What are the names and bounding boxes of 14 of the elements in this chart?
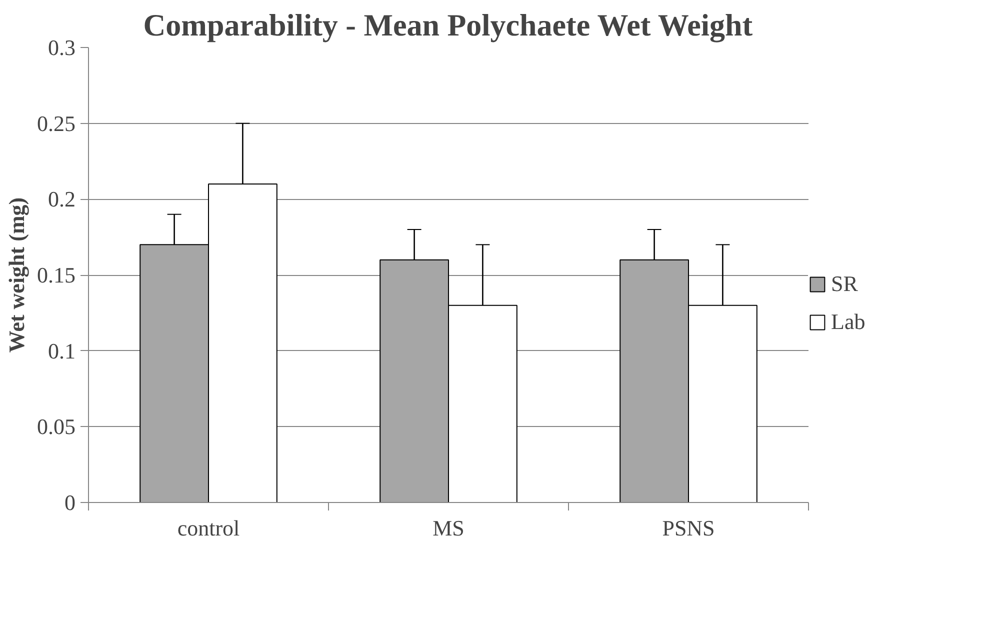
y-tick-label: 0.25 [37,110,76,136]
y-tick-label: 0 [64,490,76,515]
y-tick-label: 0.2 [48,186,76,212]
legend-label: SR [831,271,858,297]
y-tick-label: 0.1 [48,338,76,364]
x-tick-label: PSNS [662,516,715,540]
x-tick-label: MS [432,516,464,540]
y-axis-title: Wet weight (mg) [4,197,29,353]
y-tick-label: 0.05 [37,414,76,440]
x-tick-label: control [177,516,240,540]
y-tick-label: 0.15 [37,262,76,288]
y-tick-label: 0.3 [48,35,76,60]
chart-title: Comparability - Mean Polychaete Wet Weight [143,8,754,42]
legend-label: Lab [831,309,866,335]
